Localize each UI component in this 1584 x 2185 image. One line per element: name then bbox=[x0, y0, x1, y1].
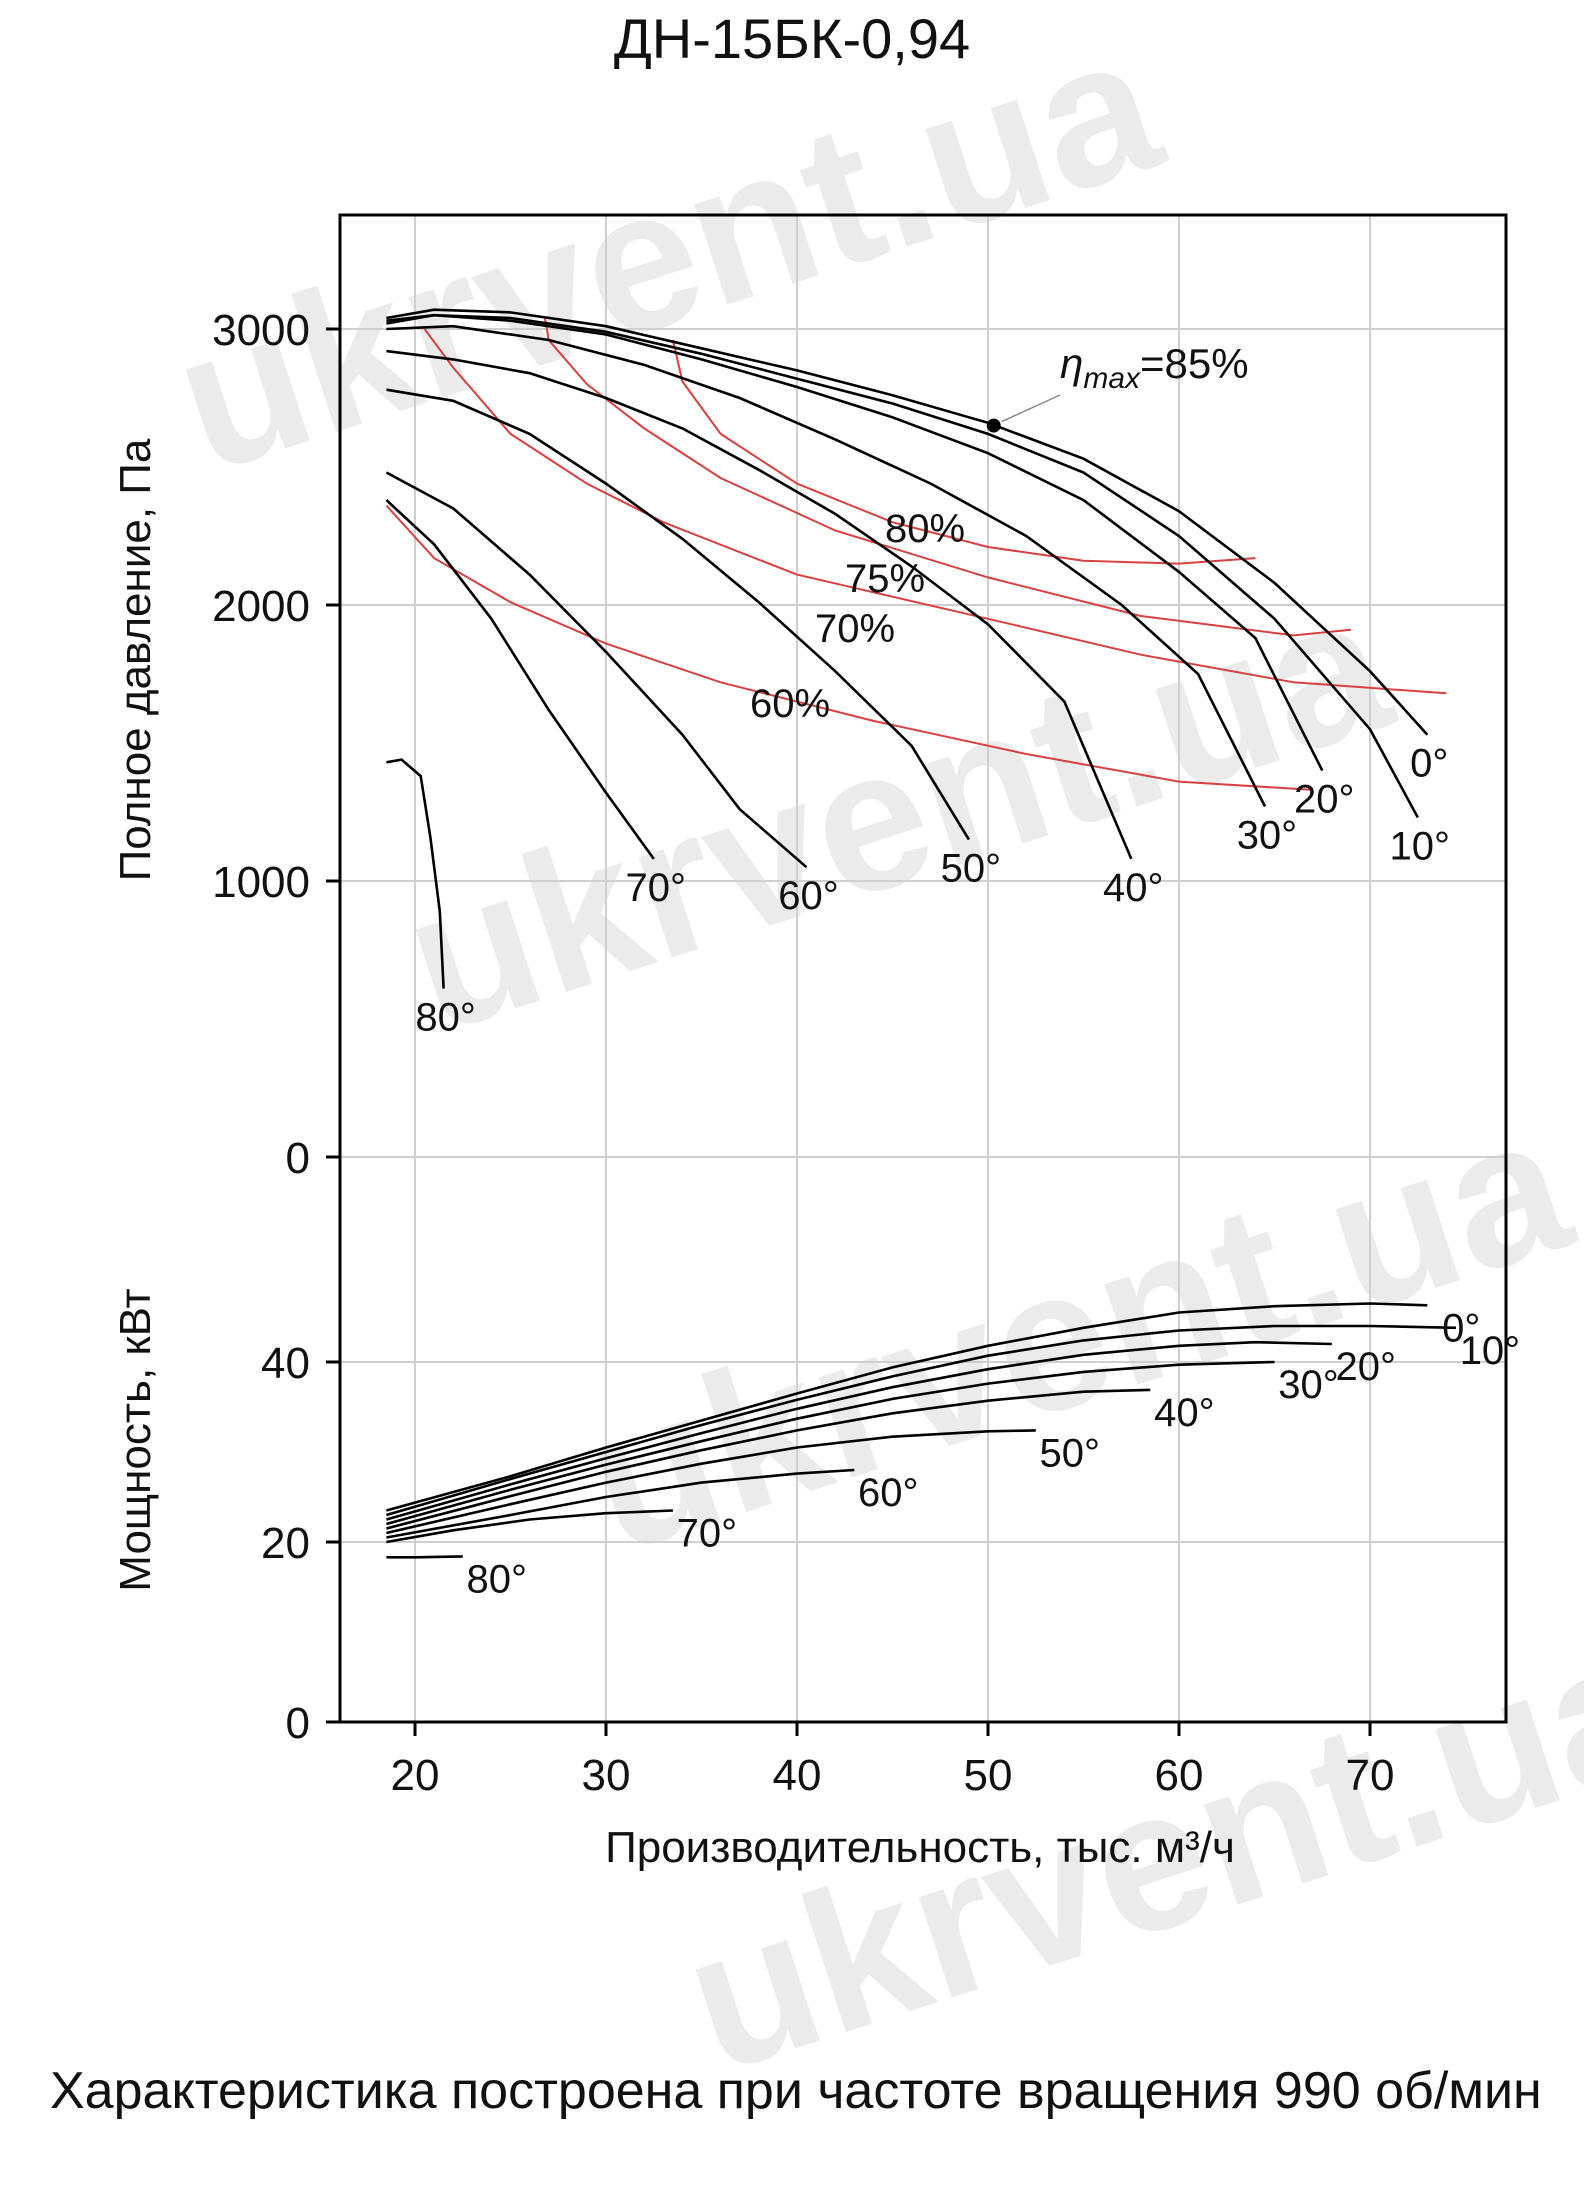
efficiency-label: 75% bbox=[845, 557, 925, 601]
power-curve bbox=[386, 1555, 463, 1559]
axes: 20 30 40 50 60 70 0 1000 2000 3000 0 20 40 Производит… bbox=[111, 213, 1508, 1872]
pressure-curve bbox=[385, 471, 808, 869]
pressure-curve-label: 50° bbox=[941, 847, 1002, 891]
efficiency-label: 80% bbox=[885, 507, 965, 551]
eta-max-label: ηmax=85% bbox=[1060, 340, 1249, 395]
pressure-curve-label: 0° bbox=[1410, 742, 1448, 786]
chart-title: ДН-15БК-0,94 bbox=[613, 7, 971, 70]
pressure-curve-label: 10° bbox=[1390, 825, 1451, 869]
power-curve bbox=[386, 1360, 1275, 1526]
x-tick-label: 60 bbox=[1155, 1751, 1204, 1800]
efficiency-line bbox=[543, 317, 1351, 637]
power-curve-label: 60° bbox=[858, 1471, 919, 1515]
pressure-tick-label: 3000 bbox=[212, 306, 310, 355]
pressure-curves bbox=[385, 308, 1429, 989]
efficiency-line bbox=[423, 328, 1447, 695]
pressure-curve-label: 20° bbox=[1294, 778, 1355, 822]
power-curve bbox=[386, 1388, 1151, 1530]
pressure-curve-label: 70° bbox=[626, 866, 687, 910]
power-curve bbox=[386, 1340, 1332, 1521]
pressure-curve bbox=[386, 313, 1324, 772]
power-axis-label: Мощность, кВт bbox=[111, 1288, 160, 1591]
chart-caption: Характеристика построена при частоте вра… bbox=[50, 2062, 1542, 2120]
power-curve-label: 80° bbox=[467, 1557, 528, 1601]
power-curve bbox=[386, 1509, 673, 1544]
x-tick-label: 50 bbox=[964, 1751, 1013, 1800]
efficiency-line bbox=[385, 504, 1313, 791]
power-tick-label: 0 bbox=[286, 1699, 310, 1748]
pressure-curve bbox=[386, 388, 971, 841]
eta-max-point bbox=[986, 418, 1001, 433]
pressure-curve bbox=[386, 308, 1429, 736]
power-curve bbox=[386, 1429, 1036, 1535]
x-tick-label: 20 bbox=[391, 1751, 440, 1800]
power-curve-label: 10° bbox=[1460, 1329, 1521, 1373]
power-curve bbox=[386, 1302, 1428, 1512]
power-curve-label: 0° bbox=[1442, 1306, 1480, 1350]
power-curves bbox=[386, 1302, 1457, 1559]
power-curve-label: 70° bbox=[677, 1512, 738, 1556]
pressure-curve bbox=[386, 758, 445, 989]
pressure-axis-label: Полное давление, Па bbox=[111, 438, 160, 881]
pressure-curve-label: 40° bbox=[1103, 866, 1164, 910]
pressure-curve bbox=[386, 324, 1267, 808]
efficiency-line bbox=[671, 339, 1256, 565]
x-tick-label: 40 bbox=[773, 1751, 822, 1800]
labels: 80%75%70%60%0°10°20°30°40°50°60°70°80°ηm… bbox=[415, 340, 1520, 1601]
pressure-curve-label: 60° bbox=[778, 874, 839, 918]
plot-frame bbox=[338, 213, 1508, 1724]
power-curve bbox=[386, 1324, 1457, 1517]
efficiency-lines bbox=[385, 317, 1447, 791]
eta-max-leader bbox=[1001, 394, 1061, 423]
power-curve bbox=[386, 1468, 855, 1539]
pressure-curve bbox=[386, 313, 1419, 819]
power-curve-label: 20° bbox=[1336, 1345, 1397, 1389]
power-curve-label: 40° bbox=[1154, 1391, 1215, 1435]
power-tick-label: 20 bbox=[261, 1519, 310, 1568]
pressure-curve bbox=[385, 499, 655, 860]
power-tick-label: 40 bbox=[261, 1339, 310, 1388]
x-axis-label: Производительность, тыс. м³/ч bbox=[605, 1823, 1235, 1872]
pressure-curve-label: 30° bbox=[1237, 813, 1298, 857]
pressure-tick-label: 0 bbox=[286, 1134, 310, 1183]
pressure-tick-label: 1000 bbox=[212, 858, 310, 907]
pressure-curve-label: 80° bbox=[415, 996, 476, 1040]
x-tick-label: 30 bbox=[582, 1751, 631, 1800]
x-tick-label: 70 bbox=[1346, 1751, 1395, 1800]
pressure-tick-label: 2000 bbox=[212, 582, 310, 631]
efficiency-label: 60% bbox=[750, 682, 830, 726]
efficiency-label: 70% bbox=[815, 607, 895, 651]
power-curve-label: 30° bbox=[1278, 1363, 1339, 1407]
pressure-curve bbox=[386, 349, 1133, 860]
power-curve-label: 50° bbox=[1040, 1431, 1101, 1475]
